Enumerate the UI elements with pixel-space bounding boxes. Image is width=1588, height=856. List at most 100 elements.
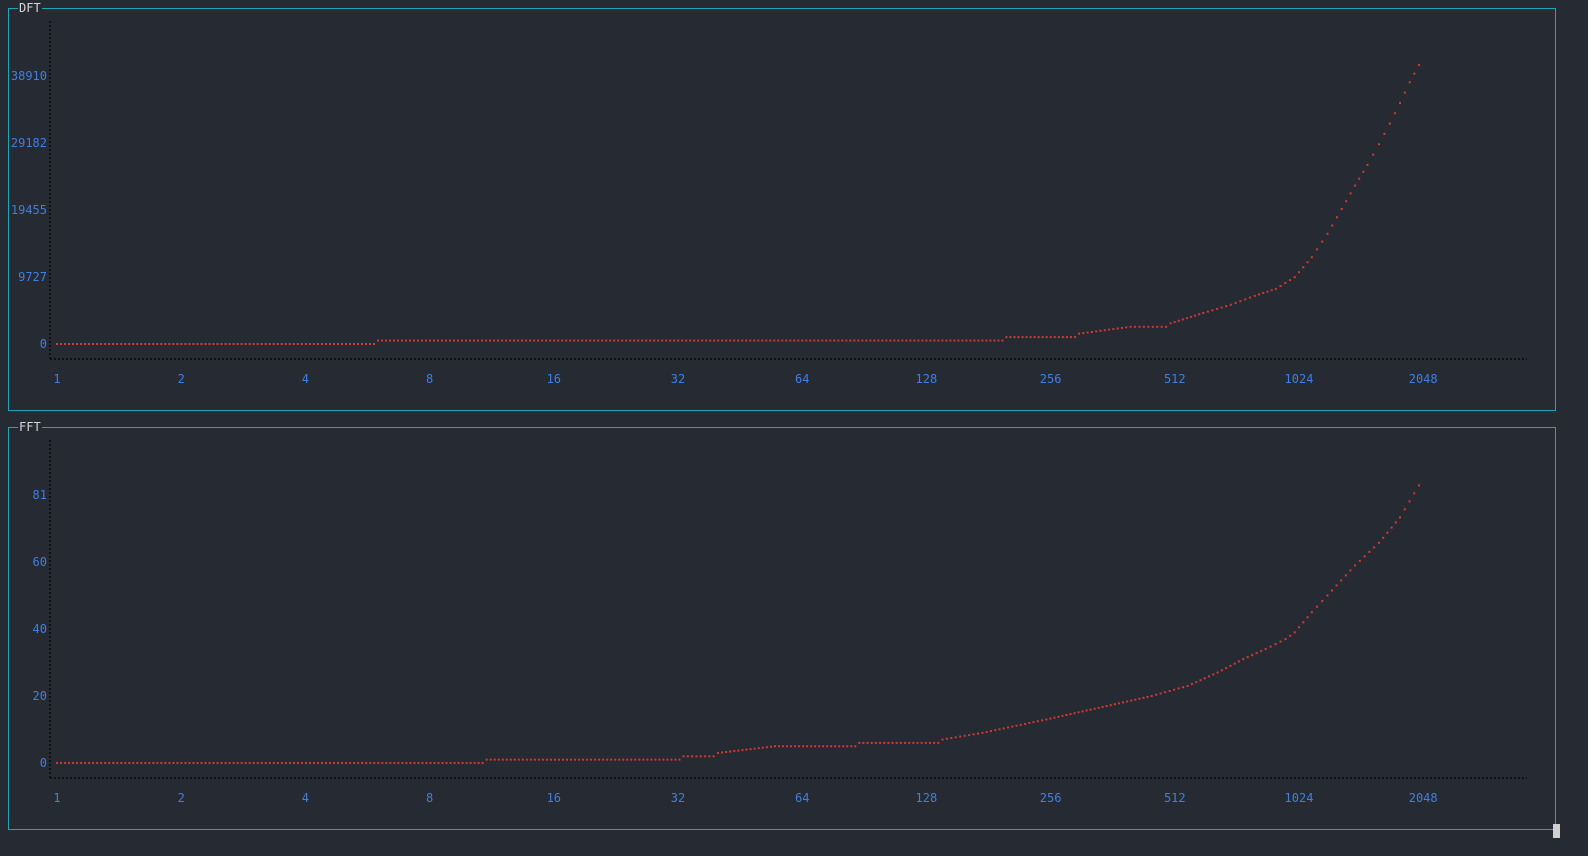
dft-trail-dot: [1057, 336, 1060, 339]
fft-trail-dot: [401, 762, 404, 764]
fft-trail-dot: [553, 758, 556, 761]
dft-trail-dot: [204, 343, 207, 345]
dft-trail-dot: [421, 339, 424, 342]
fft-trail-dot: [521, 758, 524, 761]
fft-trail-dot: [1053, 716, 1056, 719]
fft-trail-dot: [850, 745, 853, 748]
dft-trail-dot: [529, 339, 532, 342]
dft-trail-dot: [340, 343, 343, 345]
fft-trail-dot: [100, 762, 103, 764]
dft-data-point: [1354, 184, 1357, 187]
fft-trail-dot: [610, 758, 613, 761]
dft-trail-dot: [761, 339, 764, 342]
fft-trail-dot: [321, 762, 324, 764]
fft-trail-dot: [1331, 589, 1334, 592]
fft-trail-dot: [704, 755, 707, 758]
fft-trail-dot: [385, 762, 388, 764]
fft-trail-dot: [1081, 710, 1084, 713]
dft-trail-dot: [601, 339, 604, 342]
dft-trail-dot: [857, 339, 860, 342]
fft-trail-dot: [1011, 725, 1014, 728]
fft-trail-dot: [1358, 559, 1361, 562]
dft-trail-dot: [473, 339, 476, 342]
fft-trail-dot: [1173, 688, 1176, 691]
fft-trail-dot: [870, 741, 873, 744]
fft-trail-dot: [561, 758, 564, 761]
dft-trail-dot: [1045, 336, 1048, 339]
fft-trail-dot: [124, 762, 127, 764]
fft-trail-dot: [626, 758, 629, 761]
fft-data-point: [1150, 695, 1153, 697]
fft-trail-dot: [1134, 698, 1137, 701]
dft-trail-dot: [324, 343, 327, 345]
dft-trail-dot: [541, 339, 544, 342]
dft-trail-dot: [709, 339, 712, 342]
dft-panel: DFT 0 9727 19455 29182 38910 1 2 4 8 16 32 64 128 256…: [8, 1, 1556, 411]
dft-trail-dot: [717, 339, 720, 342]
dft-trail-dot: [417, 339, 420, 342]
fft-trail-dot: [469, 762, 472, 764]
fft-trail-dot: [1032, 721, 1035, 724]
dft-trail-dot: [200, 343, 203, 345]
fft-trail-dot: [104, 762, 107, 764]
fft-trail-dot: [252, 762, 255, 764]
fft-trail-dot: [317, 762, 320, 764]
fft-trail-dot: [642, 758, 645, 761]
dft-trail-dot: [869, 339, 872, 342]
fft-trail-dot: [650, 758, 653, 761]
fft-trail-dot: [765, 746, 768, 749]
fft-trail-dot: [425, 762, 428, 764]
dft-trail-dot: [801, 339, 804, 342]
dft-trail-dot: [188, 343, 191, 345]
dft-data-point: [1229, 303, 1232, 306]
dft-trail-dot: [176, 343, 179, 345]
fft-trail-dot: [574, 758, 577, 761]
fft-trail-dot: [228, 762, 231, 764]
dft-data-point: [1169, 322, 1172, 325]
dft-trail-dot: [1086, 331, 1089, 334]
fft-trail-dot: [1344, 574, 1347, 577]
fft-trail-dot: [92, 762, 95, 764]
fft-trail-dot: [160, 762, 163, 764]
fft-trail-dot: [606, 758, 609, 761]
fft-trail-dot: [1237, 660, 1240, 663]
fft-trail-dot: [753, 747, 756, 750]
fft-trail-dot: [699, 755, 702, 758]
fft-trail-dot: [998, 728, 1001, 731]
dft-trail-dot: [104, 343, 107, 345]
dft-trail-dot: [925, 339, 928, 342]
fft-trail-dot: [545, 758, 548, 761]
dft-trail-dot: [1142, 325, 1145, 328]
fft-trail-dot: [994, 729, 997, 732]
dft-trail-dot: [144, 343, 147, 345]
fft-trail-dot: [1002, 727, 1005, 730]
fft-trail-dot: [196, 762, 199, 764]
fft-trail-dot: [1168, 689, 1171, 692]
fft-trail-dot: [614, 758, 617, 761]
fft-trail-dot: [1408, 500, 1411, 503]
fft-trail-dot: [112, 762, 115, 764]
fft-trail-dot: [276, 762, 279, 764]
fft-trail-dot: [933, 741, 936, 744]
fft-trail-dot: [1126, 700, 1129, 703]
fft-trail-dot: [517, 758, 520, 761]
dft-x-tick-label: 32: [671, 372, 685, 386]
dft-trail-dot: [381, 339, 384, 342]
fft-x-tick-label: 2: [178, 791, 185, 805]
fft-trail-dot: [345, 762, 348, 764]
dft-data-point: [1293, 276, 1296, 279]
dft-trail-dot: [1138, 325, 1141, 328]
fft-trail-dot: [1199, 679, 1202, 682]
dft-data-point: [1366, 163, 1369, 166]
fft-trail-dot: [1109, 704, 1112, 707]
dft-trail-dot: [1037, 336, 1040, 339]
fft-trail-dot: [421, 762, 424, 764]
fft-trail-dot: [1164, 691, 1167, 694]
dft-trail-dot: [785, 339, 788, 342]
dft-trail-dot: [1021, 336, 1024, 339]
fft-trail-dot: [212, 762, 215, 764]
dft-trail-dot: [753, 339, 756, 342]
fft-trail-dot: [1113, 703, 1116, 706]
dft-trail-dot: [773, 339, 776, 342]
dft-trail-dot: [1393, 112, 1396, 115]
